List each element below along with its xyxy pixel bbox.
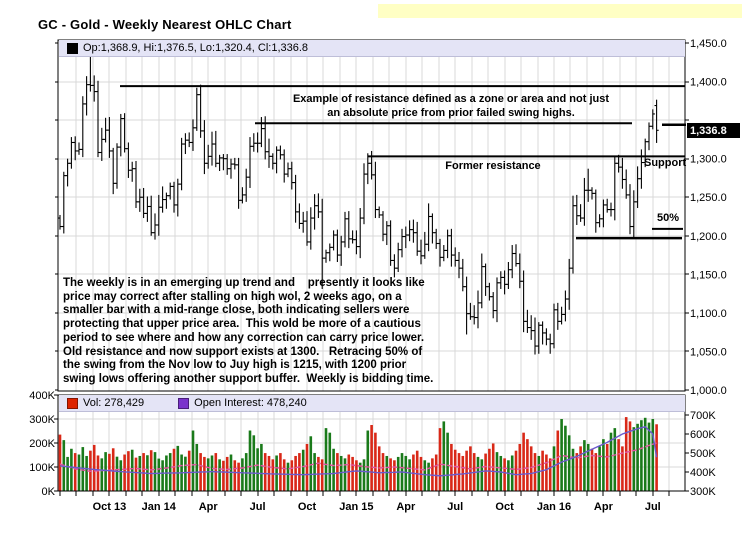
svg-text:0K: 0K xyxy=(42,486,56,498)
svg-text:Jul: Jul xyxy=(250,501,266,513)
svg-text:1,250.0: 1,250.0 xyxy=(690,192,727,204)
svg-text:Apr: Apr xyxy=(199,501,219,513)
svg-text:200K: 200K xyxy=(29,438,55,450)
svg-text:1,150.0: 1,150.0 xyxy=(690,269,727,281)
svg-text:Jan 14: Jan 14 xyxy=(142,501,177,513)
svg-text:300K: 300K xyxy=(29,414,55,426)
svg-text:100K: 100K xyxy=(29,462,55,474)
svg-text:Oct: Oct xyxy=(298,501,317,513)
resistance-zone-note: Example of resistance defined as a zone … xyxy=(292,93,610,119)
svg-text:600K: 600K xyxy=(690,429,716,441)
svg-text:Jul: Jul xyxy=(447,501,463,513)
svg-text:500K: 500K xyxy=(690,448,716,460)
fifty-percent-label: 50% xyxy=(656,212,680,224)
ohlc-bars xyxy=(57,55,659,355)
svg-text:1,200.0: 1,200.0 xyxy=(690,231,727,243)
svg-text:1,050.0: 1,050.0 xyxy=(690,346,727,358)
ohlc-legend-swatch-icon xyxy=(67,42,78,54)
svg-text:400K: 400K xyxy=(690,467,716,479)
ohlc-legend: Op:1,368.9, Hi:1,376.5, Lo:1,320.4, Cl:1… xyxy=(59,40,685,57)
support-label: Support xyxy=(644,157,687,169)
open-interest-legend-text: Open Interest: 478,240 xyxy=(194,397,307,409)
svg-text:1,450.0: 1,450.0 xyxy=(690,38,727,50)
ohlc-legend-text: Op:1,368.9, Hi:1,376.5, Lo:1,320.4, Cl:1… xyxy=(83,42,309,54)
svg-text:Apr: Apr xyxy=(396,501,416,513)
volume-legend-text: Vol: 278,429 xyxy=(83,397,145,409)
svg-text:Jan 15: Jan 15 xyxy=(339,501,373,513)
svg-text:Apr: Apr xyxy=(594,501,614,513)
yellow-highlight-bar xyxy=(378,4,742,18)
svg-text:300K: 300K xyxy=(690,486,716,498)
volume-ma-line xyxy=(59,442,657,473)
svg-text:700K: 700K xyxy=(690,410,716,422)
svg-text:1,400.0: 1,400.0 xyxy=(690,77,727,89)
annotation-lines xyxy=(120,85,686,240)
open-interest-swatch-icon xyxy=(178,397,190,409)
volume-legend-swatch-icon xyxy=(67,397,78,409)
svg-text:Jan 16: Jan 16 xyxy=(537,501,571,513)
oi-axis-labels: 700K 600K 500K 400K 300K xyxy=(690,410,716,498)
open-interest-line xyxy=(59,426,658,477)
price-axis-labels: 1,450.0 1,400.0 1,300.0 1,250.0 1,200.0 1,150… xyxy=(690,38,727,397)
svg-text:1,000.0: 1,000.0 xyxy=(690,385,727,397)
former-resistance-label: Former resistance xyxy=(445,160,541,172)
svg-text:Oct: Oct xyxy=(495,501,514,513)
page-title: GC - Gold - Weekly Nearest OHLC Chart xyxy=(38,17,292,32)
commentary-text: The weekly is in an emerging up trend an… xyxy=(63,277,434,385)
axis-ticks xyxy=(54,42,689,496)
svg-text:Oct 13: Oct 13 xyxy=(93,501,127,513)
volume-axis-labels: 400K 300K 200K 100K 0K xyxy=(29,390,55,498)
svg-text:Jul: Jul xyxy=(645,501,661,513)
volume-bars xyxy=(58,417,658,491)
svg-text:1,100.0: 1,100.0 xyxy=(690,308,727,320)
current-price-tag: 1,336.8 xyxy=(687,123,740,138)
x-axis-labels: Oct 13 Jan 14 Apr Jul Oct Jan 15 Apr Jul Oct Jan … xyxy=(93,501,661,513)
volume-legend: Vol: 278,429 Open Interest: 478,240 xyxy=(59,395,685,412)
svg-text:400K: 400K xyxy=(29,390,55,402)
svg-text:1,300.0: 1,300.0 xyxy=(690,154,727,166)
